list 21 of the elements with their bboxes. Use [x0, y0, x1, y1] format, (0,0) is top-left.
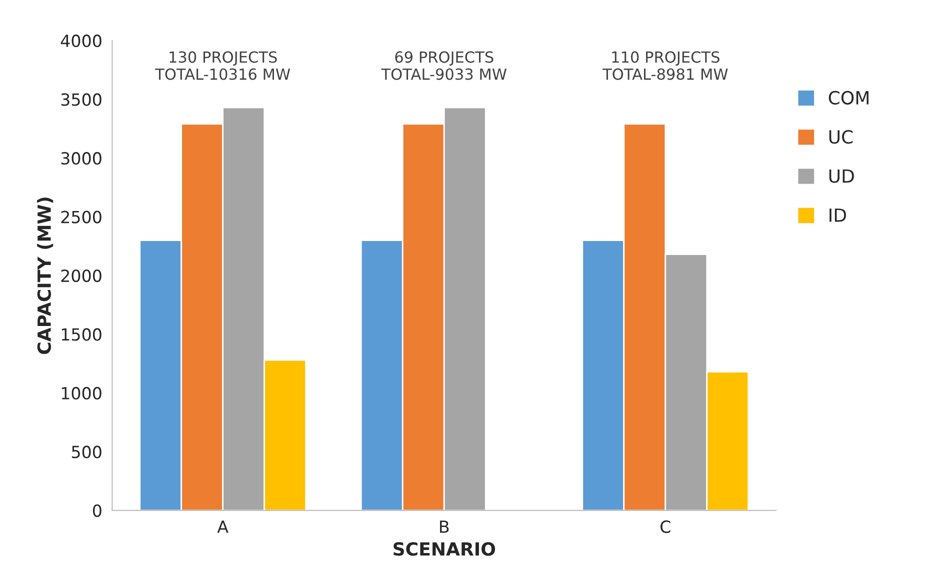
y-tick-label: 3000: [61, 152, 102, 165]
legend-label: UD: [829, 169, 854, 183]
x-axis-title: SCENARIO: [394, 542, 496, 556]
annotation: 130 PROJECTS TOTAL-10316 MW: [155, 51, 290, 80]
y-axis-title: CAPACITY (MW): [37, 198, 54, 354]
x-tick-label: B: [440, 520, 449, 533]
x-tick-label: C: [660, 520, 670, 534]
annotation: 69 PROJECTS TOTAL-9033 MW: [381, 51, 506, 80]
y-tick-label: 500: [72, 446, 102, 458]
legend-label: COM: [828, 90, 868, 105]
y-tick-label: 4000: [60, 34, 102, 48]
x-tick-label: A: [217, 520, 228, 533]
y-tick-label: 1500: [62, 328, 102, 341]
legend-label: ID: [830, 208, 846, 222]
y-tick-label: 3500: [61, 93, 102, 106]
annotation: 110 PROJECTS TOTAL-8981 MW: [602, 51, 728, 80]
y-tick-label: 0: [92, 504, 102, 517]
y-tick-label: 1000: [62, 386, 102, 400]
legend-label: UC: [829, 130, 853, 144]
y-tick-label: 2000: [61, 269, 102, 282]
y-tick-label: 2500: [61, 210, 102, 224]
